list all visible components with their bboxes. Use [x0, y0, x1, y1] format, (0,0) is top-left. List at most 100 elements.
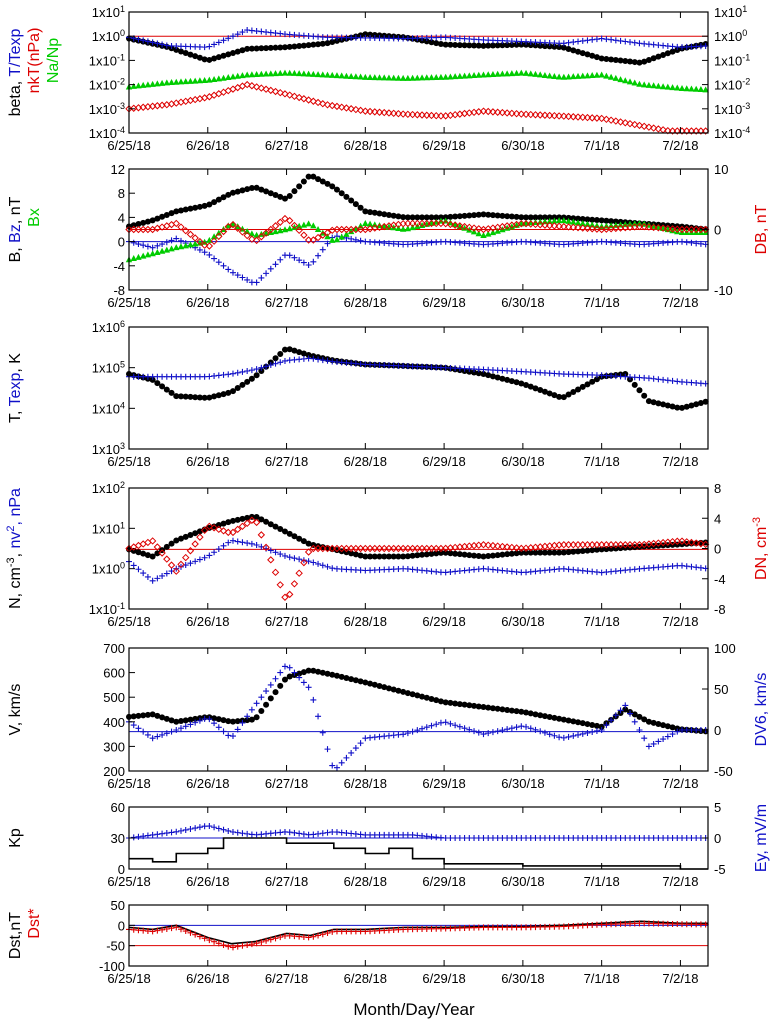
data-point	[593, 54, 600, 61]
x-tick-label: 6/26/18	[186, 138, 229, 153]
data-point	[187, 241, 194, 248]
data-point	[433, 40, 440, 47]
data-point	[305, 261, 312, 268]
data-point	[154, 712, 161, 719]
data-point	[546, 731, 553, 738]
data-point	[248, 706, 255, 713]
data-point	[466, 42, 473, 49]
data-point	[319, 40, 326, 47]
x-tick-label: 6/25/18	[107, 614, 150, 629]
data-point	[409, 552, 416, 559]
data-point	[636, 387, 643, 394]
y-tick-label: 600	[103, 666, 125, 681]
data-point	[493, 108, 502, 116]
panel-4: 1x10-1 1x100 1x101 1x102 -8 -4 0 4 8 6/25/18 6/26/…	[5, 480, 770, 629]
data-point	[480, 42, 487, 49]
y-tick-label-right: 1x10-1	[714, 52, 750, 68]
data-point	[489, 42, 496, 49]
data-point	[186, 547, 195, 555]
data-point	[285, 590, 294, 599]
data-point	[206, 524, 213, 531]
data-point	[140, 550, 147, 557]
data-point	[338, 72, 345, 79]
data-point	[305, 42, 312, 49]
data-point	[584, 37, 591, 44]
data-point	[173, 78, 180, 85]
data-point	[409, 74, 416, 81]
data-point	[399, 225, 407, 232]
data-point	[588, 225, 596, 233]
data-point	[523, 709, 530, 716]
data-point	[574, 223, 582, 232]
data-point	[650, 719, 657, 726]
data-point	[342, 104, 351, 112]
data-point	[168, 925, 175, 932]
data-point	[177, 78, 185, 85]
data-point	[513, 550, 520, 557]
data-point	[225, 51, 232, 58]
data-point	[220, 826, 227, 833]
data-point	[272, 935, 279, 942]
data-point	[296, 535, 303, 542]
data-point	[135, 833, 142, 840]
data-point	[144, 573, 151, 580]
data-point	[253, 714, 260, 721]
data-point	[220, 74, 227, 81]
x-tick-label: 6/27/18	[265, 971, 308, 986]
data-point	[296, 670, 303, 677]
data-point	[537, 71, 544, 78]
data-point	[702, 86, 709, 93]
data-point	[607, 73, 615, 80]
x-tick-label: 6/27/18	[265, 874, 308, 889]
y-tick-label-right: 10	[714, 162, 728, 177]
data-point	[319, 231, 327, 239]
data-point	[333, 236, 341, 243]
data-point	[518, 708, 525, 715]
data-point	[148, 537, 157, 545]
x-tick-label: 6/28/18	[344, 454, 387, 469]
data-point	[357, 204, 364, 211]
data-point	[220, 52, 227, 59]
data-point	[211, 55, 218, 62]
data-point	[338, 759, 345, 766]
data-point	[187, 560, 194, 567]
data-point	[669, 731, 676, 738]
y-axis-label: Dst,nT	[7, 912, 24, 959]
data-point	[366, 544, 374, 553]
data-point	[385, 685, 392, 692]
y-tick-label: -100	[99, 959, 125, 974]
data-point	[159, 926, 166, 933]
data-point	[159, 714, 166, 721]
data-point	[498, 108, 507, 117]
data-point	[154, 550, 161, 557]
data-point	[593, 722, 600, 729]
x-tick-label: 6/27/18	[265, 295, 308, 310]
data-point	[641, 735, 648, 742]
data-point	[367, 680, 374, 687]
data-point	[281, 663, 288, 670]
data-point	[210, 233, 218, 240]
data-point	[177, 207, 184, 214]
data-point	[452, 700, 459, 707]
data-point	[296, 349, 303, 356]
data-point	[225, 35, 232, 42]
data-point	[357, 678, 364, 685]
data-point	[244, 717, 251, 724]
data-point	[565, 214, 572, 221]
data-point	[163, 543, 170, 550]
y-tick-label-right: 0	[714, 542, 721, 557]
data-point	[192, 530, 199, 537]
data-point	[494, 705, 501, 712]
data-point	[408, 219, 417, 228]
data-point	[277, 359, 284, 366]
x-tick-label: 6/25/18	[107, 454, 150, 469]
y-tick-label-right: 50	[714, 682, 728, 697]
data-point	[537, 712, 544, 719]
data-point	[248, 230, 256, 237]
plot-frame	[128, 326, 709, 450]
data-point	[645, 743, 652, 750]
data-point	[215, 229, 223, 236]
data-point	[329, 39, 336, 46]
data-point	[187, 205, 194, 212]
data-point	[466, 226, 473, 233]
